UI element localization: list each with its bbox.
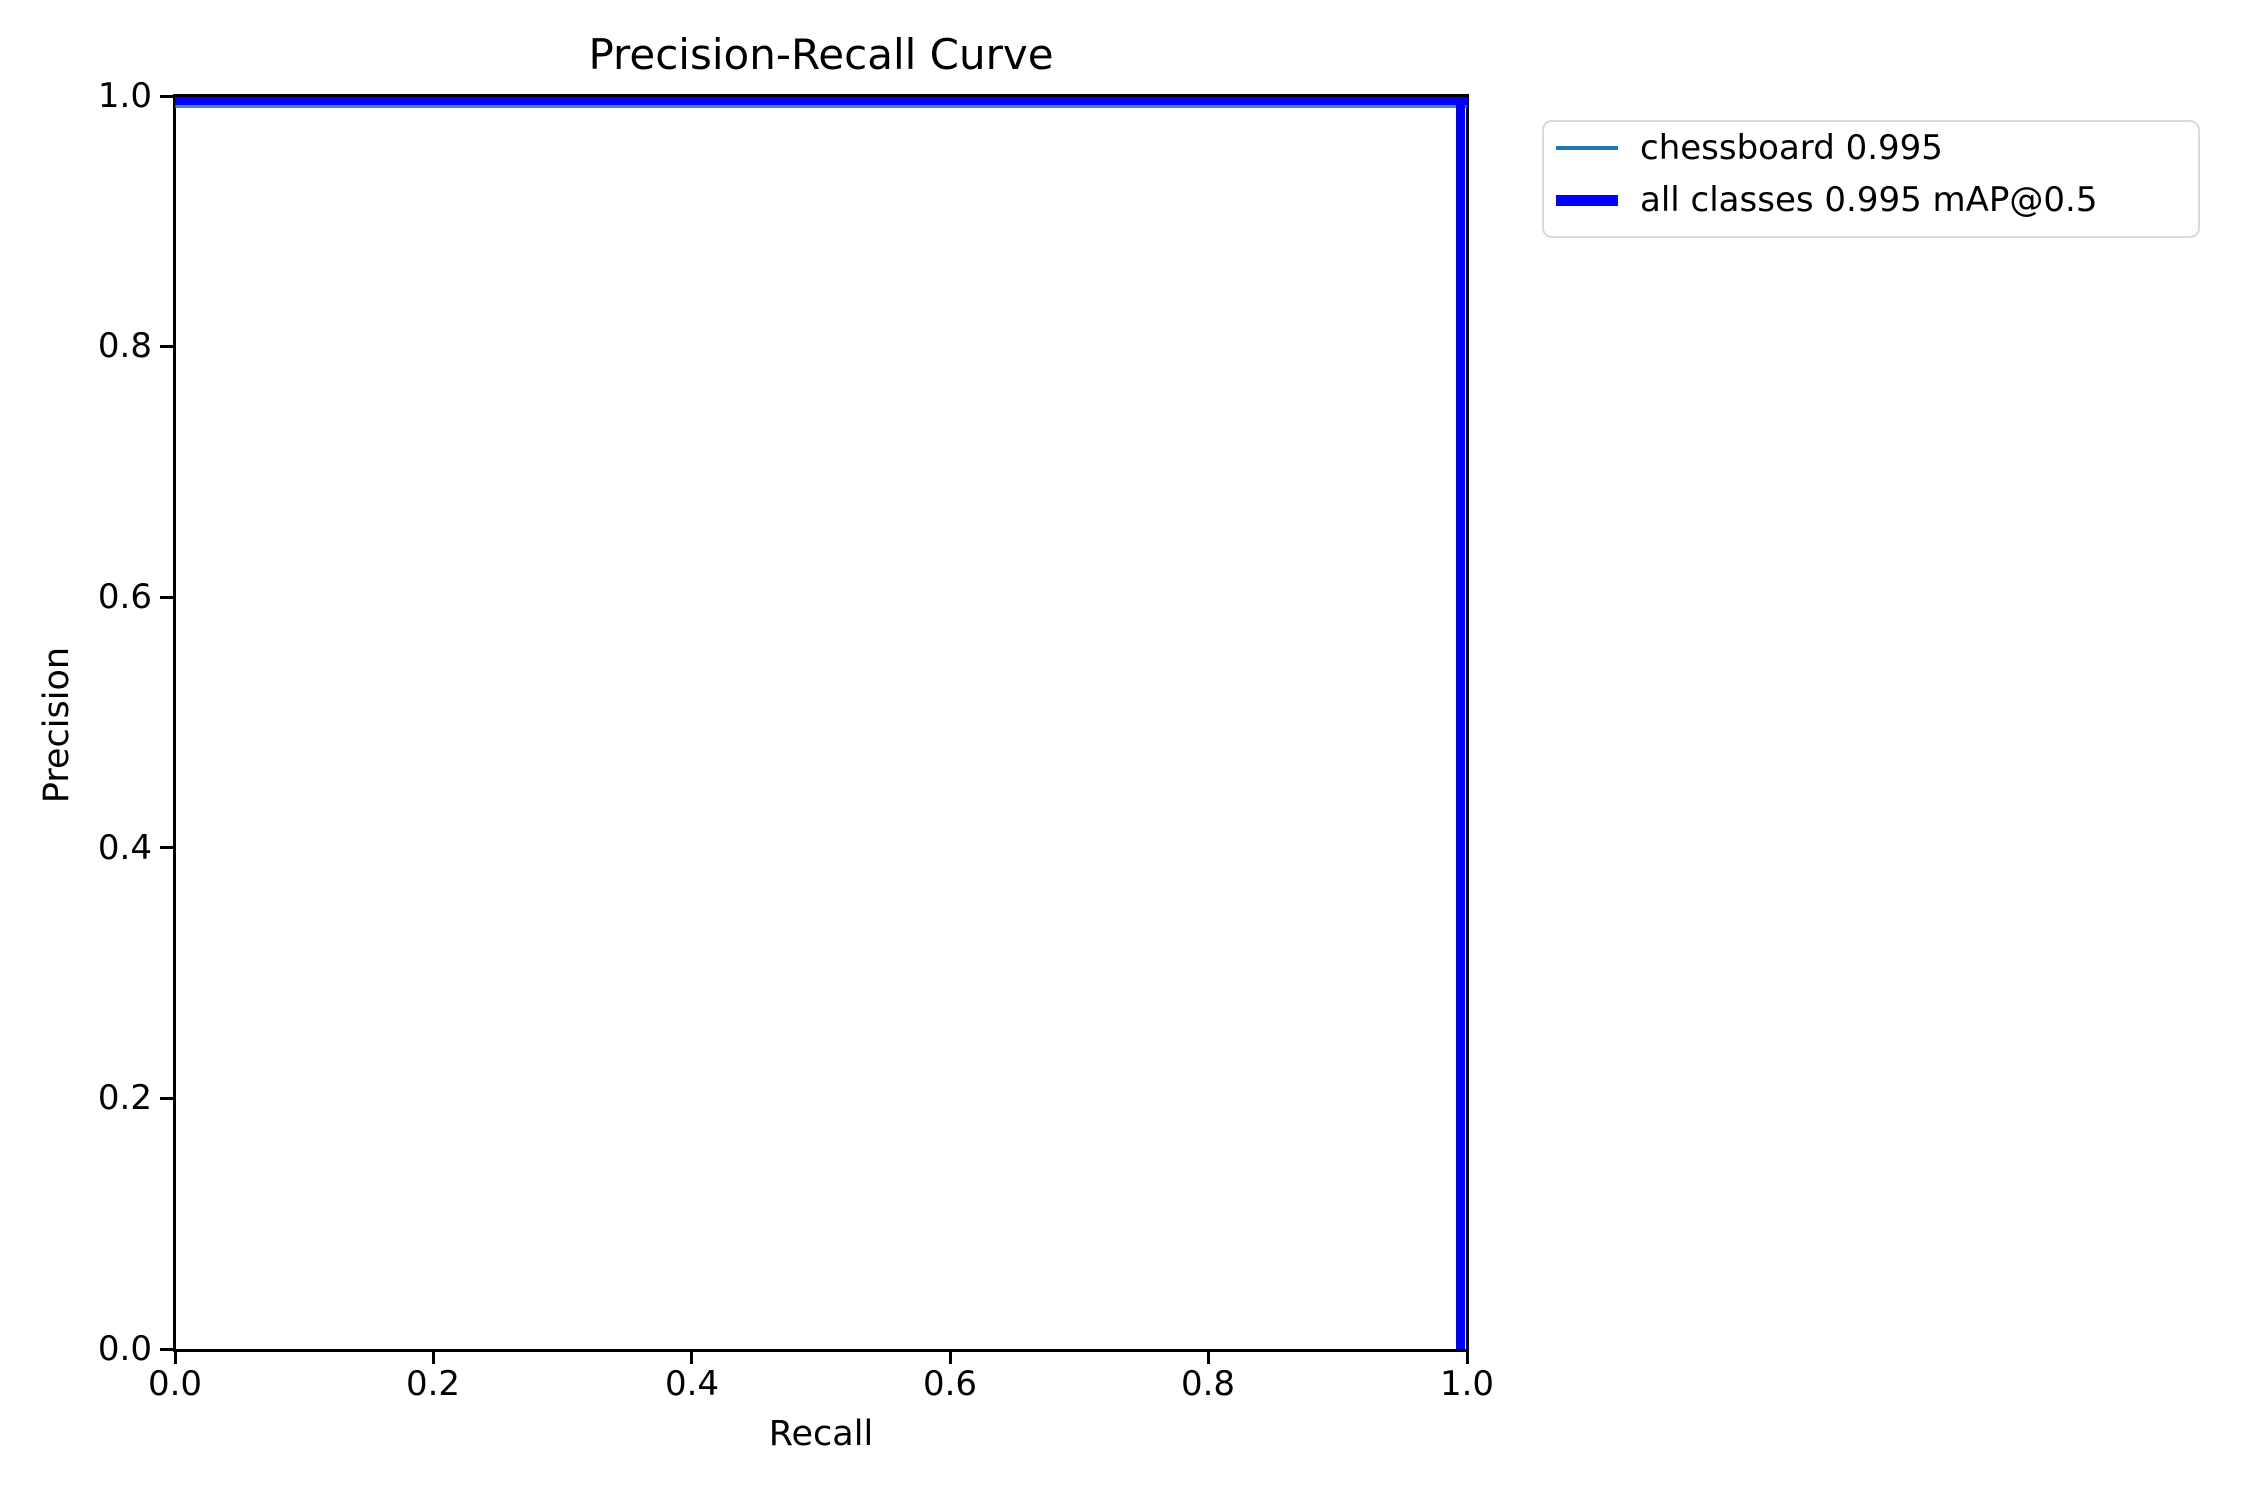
x-axis-label: Recall — [768, 1414, 874, 1454]
legend-entry-all-classes: all classes 0.995 mAP@0.5 — [1556, 180, 2097, 220]
x-tick-mark — [173, 1349, 177, 1364]
y-axis-label: Precision — [37, 646, 77, 804]
x-tick-label: 1.0 — [1439, 1364, 1495, 1404]
legend-label-all-classes: all classes 0.995 mAP@0.5 — [1640, 180, 2098, 220]
y-tick-label: 0.4 — [97, 828, 152, 868]
legend-entry-chessboard: chessboard 0.995 — [1556, 128, 1943, 168]
all-classes-curve-line-vertical — [1456, 97, 1465, 1349]
legend-swatch-chessboard — [1556, 146, 1618, 150]
x-tick-label: 0.8 — [1180, 1364, 1236, 1404]
y-tick-label: 0.0 — [97, 1329, 152, 1369]
y-tick-mark — [160, 1096, 175, 1100]
chart-title: Precision-Recall Curve — [588, 30, 1054, 79]
y-tick-label: 0.2 — [97, 1078, 152, 1118]
y-tick-label: 0.8 — [97, 326, 152, 366]
x-tick-mark — [1465, 1349, 1469, 1364]
x-tick-mark — [431, 1349, 435, 1364]
legend-swatch-all-classes — [1556, 194, 1618, 206]
chessboard-curve-line — [175, 105, 1467, 108]
x-tick-label: 0.6 — [922, 1364, 978, 1404]
y-tick-label: 1.0 — [97, 76, 152, 116]
x-tick-label: 0.0 — [147, 1364, 203, 1404]
x-tick-mark — [1207, 1349, 1211, 1364]
legend-label-chessboard: chessboard 0.995 — [1640, 128, 1943, 168]
legend: chessboard 0.995 all classes 0.995 mAP@0… — [1542, 120, 2200, 238]
plot-area — [173, 94, 1469, 1352]
x-tick-label: 0.2 — [405, 1364, 461, 1404]
x-tick-mark — [948, 1349, 952, 1364]
x-tick-mark — [690, 1349, 694, 1364]
y-tick-mark — [160, 846, 175, 850]
y-tick-mark — [160, 345, 175, 349]
x-tick-label: 0.4 — [664, 1364, 720, 1404]
y-tick-mark — [160, 94, 175, 98]
y-tick-label: 0.6 — [97, 577, 152, 617]
y-tick-mark — [160, 595, 175, 599]
y-tick-mark — [160, 1347, 175, 1351]
all-classes-curve-line-horizontal — [175, 97, 1467, 105]
